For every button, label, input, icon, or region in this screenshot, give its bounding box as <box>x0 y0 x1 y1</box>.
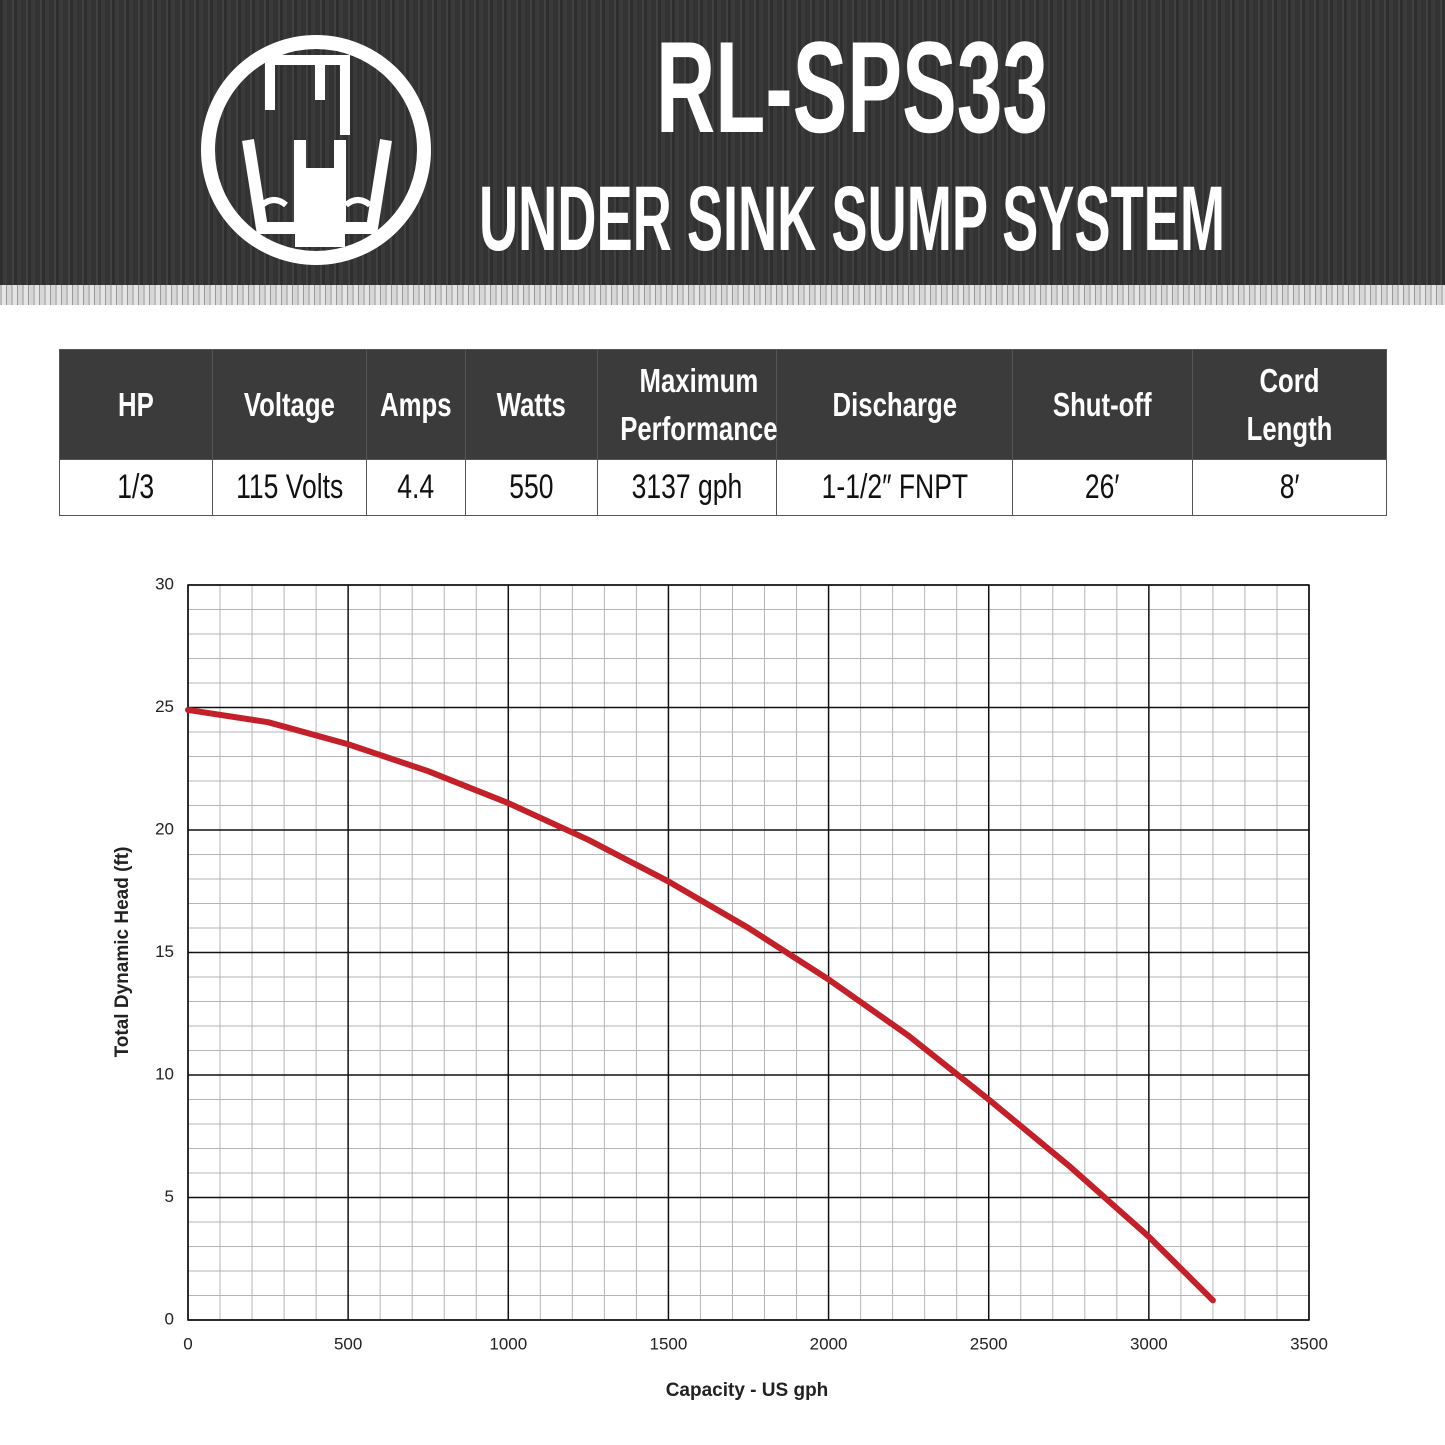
y-tick-label: 25 <box>155 697 174 716</box>
cell-text: 26′ <box>1085 468 1120 506</box>
column-header: Amps <box>366 349 466 460</box>
column-header: Shut-off <box>1012 349 1193 460</box>
y-tick-label: 0 <box>165 1309 174 1328</box>
table-cell: 26′ <box>1012 459 1193 516</box>
x-tick-label: 1500 <box>650 1334 688 1353</box>
column-header: HP <box>59 349 213 460</box>
table-cell: 1/3 <box>59 459 213 516</box>
cell-text: Shut-off <box>1053 385 1152 423</box>
header-row: HP Voltage Amps Watts Maximum Performance Dis… <box>59 349 1387 460</box>
column-header: Watts <box>465 349 598 460</box>
table-cell: 8′ <box>1192 459 1387 516</box>
cell-text: 1-1/2″ FNPT <box>821 468 968 506</box>
cell-text: 4.4 <box>397 468 435 506</box>
chart: Capacity - US gph Total Dynamic Head (ft… <box>112 574 1328 1401</box>
x-tick-label: 500 <box>334 1334 362 1353</box>
header: RL-SPS33 UNDER SINK SUMP SYSTEM <box>0 0 1445 305</box>
x-tick-label: 3000 <box>1130 1334 1168 1353</box>
x-tick-label: 3500 <box>1290 1334 1328 1353</box>
cell-text: Cord Length <box>1246 361 1333 447</box>
spec-table: HP Voltage Amps Watts Maximum Performance Dis… <box>59 349 1387 516</box>
column-header: Maximum Performance <box>597 349 778 460</box>
table-cell: 550 <box>465 459 598 516</box>
x-tick-label: 0 <box>183 1334 192 1353</box>
cell-text: Amps <box>380 385 452 423</box>
y-tick-label: 20 <box>155 819 174 838</box>
cell-text: Discharge <box>832 385 957 423</box>
cell-text: HP <box>118 385 154 423</box>
cell-text: 3137 gph <box>631 468 743 506</box>
x-tick-label: 1000 <box>489 1334 527 1353</box>
title: RL-SPS33 <box>656 14 1048 160</box>
y-tick-label: 15 <box>155 942 174 961</box>
performance-curve <box>185 706 1216 1304</box>
x-axis-title: Capacity - US gph <box>666 1380 829 1401</box>
subtitle: UNDER SINK SUMP SYSTEM <box>479 168 1225 270</box>
column-header: Cord Length <box>1192 349 1387 460</box>
data-row: 1/3 115 Volts 4.4 550 3137 gph 1-1/2″ FNPT 26′… <box>59 459 1387 516</box>
cell-text: Maximum Performance <box>620 361 778 447</box>
cell-text: Voltage <box>243 385 336 423</box>
y-tick-label: 5 <box>165 1187 174 1206</box>
table-cell: 3137 gph <box>597 459 777 516</box>
plot-border <box>187 584 1310 1321</box>
x-tick-label: 2000 <box>810 1334 848 1353</box>
logo <box>201 35 431 265</box>
table-cell: 1-1/2″ FNPT <box>776 459 1013 516</box>
y-tick-label: 30 <box>155 574 174 593</box>
y-axis-title: Total Dynamic Head (ft) <box>112 847 133 1058</box>
table-cell: 115 Volts <box>212 459 367 516</box>
cell-text: Watts <box>496 385 567 423</box>
cell-text: 8′ <box>1279 468 1300 506</box>
table-cell: 4.4 <box>366 459 466 516</box>
column-header: Voltage <box>212 349 367 460</box>
cell-text: 1/3 <box>117 468 155 506</box>
y-tick-label: 10 <box>155 1064 174 1083</box>
wood-trim <box>0 285 1445 305</box>
column-header: Discharge <box>776 349 1013 460</box>
header-graphic: RL-SPS33 UNDER SINK SUMP SYSTEM <box>201 14 1225 270</box>
x-tick-label: 2500 <box>970 1334 1008 1353</box>
cell-text: 115 Volts <box>235 468 344 506</box>
cell-text: 550 <box>509 468 554 506</box>
